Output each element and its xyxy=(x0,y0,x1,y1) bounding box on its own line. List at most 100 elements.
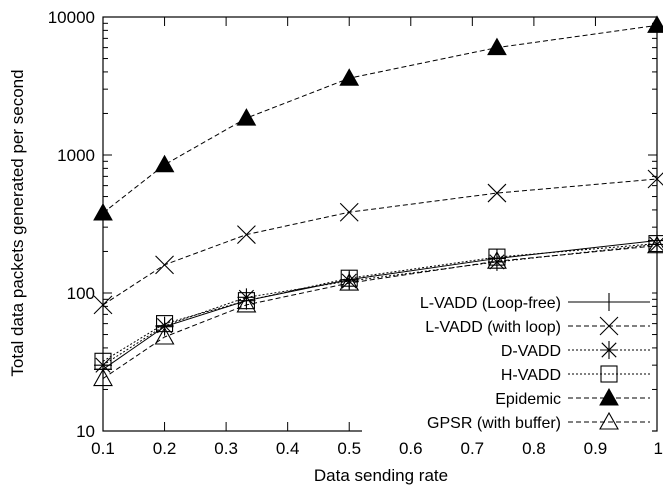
data-point xyxy=(154,154,175,173)
cross-marker-b xyxy=(339,202,359,222)
legend-label: GPSR (with buffer) xyxy=(427,415,561,432)
x-tick-label: 0.8 xyxy=(522,439,546,458)
series xyxy=(93,169,663,315)
legend-label: L-VADD (with loop) xyxy=(425,319,561,336)
legend-entry: GPSR (with buffer) xyxy=(427,411,650,432)
y-tick-label: 100 xyxy=(67,284,95,303)
x-axis-label: Data sending rate xyxy=(314,466,448,485)
square-marker xyxy=(600,365,618,383)
open-triangle-marker xyxy=(487,251,507,269)
legend-entry: H-VADD xyxy=(501,365,650,384)
data-point xyxy=(155,255,174,275)
series xyxy=(93,15,663,221)
data-point xyxy=(648,235,663,254)
data-point xyxy=(647,235,663,254)
data-point xyxy=(599,387,619,406)
data-point xyxy=(93,295,113,315)
data-point xyxy=(600,293,618,311)
x-tick-label: 0.4 xyxy=(276,439,300,458)
legend-label: L-VADD (Loop-free) xyxy=(420,295,561,312)
square-marker xyxy=(156,315,174,333)
legend-label: Epidemic xyxy=(495,391,561,408)
data-point xyxy=(339,68,360,86)
data-point xyxy=(599,411,619,430)
data-point xyxy=(156,315,174,333)
legend-entry: L-VADD (Loop-free) xyxy=(420,293,650,312)
data-point xyxy=(600,365,618,383)
legend-entry: Epidemic xyxy=(495,387,650,408)
data-point xyxy=(237,225,256,244)
x-tick-label: 1 xyxy=(654,439,663,458)
y-tick-label: 10 xyxy=(76,422,95,441)
y-axis-label: Total data packets generated per second xyxy=(8,69,27,376)
filled-triangle-marker xyxy=(599,387,619,406)
data-point xyxy=(647,169,663,189)
y-tick-label: 10000 xyxy=(48,8,95,27)
cross-marker-b xyxy=(237,225,256,244)
legend-entry: D-VADD xyxy=(501,341,650,360)
x-tick-label: 0.6 xyxy=(399,439,423,458)
data-point xyxy=(599,316,619,336)
filled-triangle-marker xyxy=(93,202,113,221)
data-point xyxy=(340,269,358,287)
data-point xyxy=(236,294,257,313)
filled-triangle-marker xyxy=(647,15,663,33)
data-point xyxy=(154,326,175,345)
series-line xyxy=(102,245,658,379)
open-triangle-marker xyxy=(154,326,175,345)
data-point xyxy=(487,37,507,56)
x-tick-label: 0.7 xyxy=(461,439,485,458)
data-point xyxy=(647,15,663,33)
cross-marker-b xyxy=(93,295,113,315)
series-group xyxy=(93,15,663,387)
filled-triangle-marker xyxy=(487,37,507,56)
data-point xyxy=(237,292,255,310)
series-line xyxy=(102,24,658,214)
square-marker xyxy=(237,292,255,310)
legend-entry: L-VADD (with loop) xyxy=(425,316,650,336)
open-triangle-marker xyxy=(339,272,360,291)
data-point xyxy=(339,272,360,291)
x-tick-label: 0.2 xyxy=(153,439,177,458)
x-tick-label: 0.1 xyxy=(91,439,115,458)
x-tick-label: 0.3 xyxy=(214,439,238,458)
series xyxy=(93,235,663,387)
star-marker-b xyxy=(95,357,111,373)
data-point xyxy=(488,248,506,266)
legend-background xyxy=(362,288,652,440)
cross-marker-b xyxy=(155,255,174,275)
filled-triangle-marker xyxy=(339,68,360,86)
series-line xyxy=(102,243,658,366)
star-marker-b xyxy=(649,237,663,252)
filled-triangle-marker xyxy=(236,108,257,126)
y-tick-label: 1000 xyxy=(57,146,95,165)
open-triangle-marker xyxy=(647,235,663,254)
square-marker xyxy=(340,269,358,287)
data-point xyxy=(339,202,359,222)
cross-marker-b xyxy=(599,316,619,336)
open-triangle-marker xyxy=(599,411,619,430)
data-point xyxy=(487,251,507,269)
data-point xyxy=(487,183,507,203)
series-line xyxy=(102,243,658,362)
star-marker-b xyxy=(156,318,173,334)
star-marker-b xyxy=(601,342,617,358)
open-triangle-marker xyxy=(236,294,257,313)
legend-label: D-VADD xyxy=(501,343,561,360)
data-point xyxy=(600,341,618,359)
square-marker xyxy=(488,248,506,266)
filled-triangle-marker xyxy=(154,154,175,173)
series-line xyxy=(102,178,658,306)
legend-label: H-VADD xyxy=(501,367,561,384)
x-tick-label: 0.5 xyxy=(337,439,361,458)
cross-marker-b xyxy=(647,172,663,189)
data-point xyxy=(93,202,113,221)
cross-marker-b xyxy=(487,183,507,203)
series-line xyxy=(102,240,658,370)
data-point xyxy=(236,108,257,126)
x-tick-label: 0.9 xyxy=(584,439,608,458)
legend: L-VADD (Loop-free) L-VADD (with loop) D-VA… xyxy=(362,288,652,440)
square-marker xyxy=(648,235,663,253)
data-point xyxy=(648,235,663,253)
